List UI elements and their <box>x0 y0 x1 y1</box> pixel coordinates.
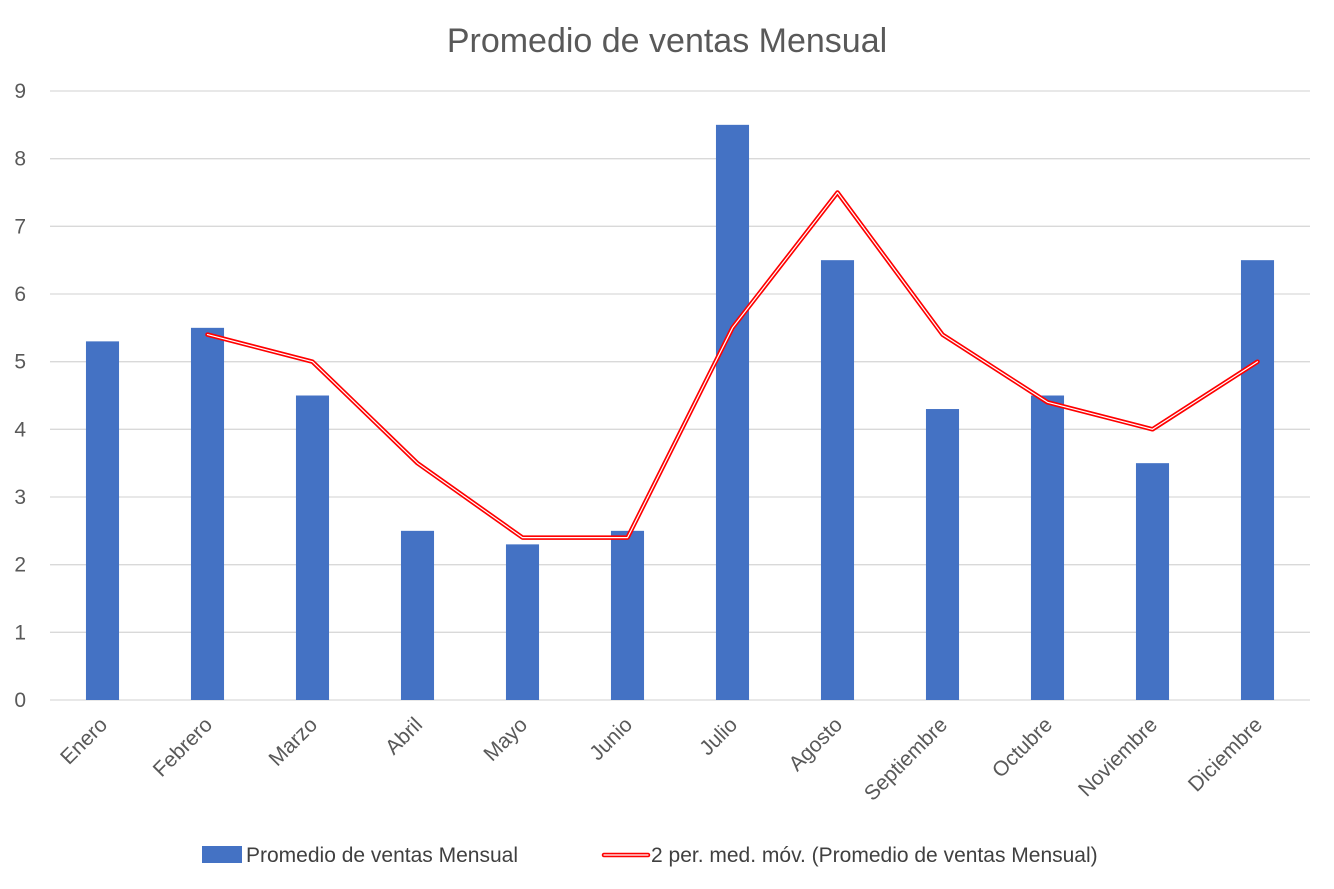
bar <box>1030 395 1065 700</box>
bar <box>1135 463 1170 700</box>
y-axis-ticks: 0 1 2 3 4 5 6 7 8 9 <box>14 80 26 712</box>
x-tick-label: Diciembre <box>1184 713 1267 796</box>
y-tick-label: 9 <box>14 80 26 103</box>
chart-title: Promedio de ventas Mensual <box>447 22 887 60</box>
bar <box>1240 260 1275 700</box>
legend-label-bars: Promedio de ventas Mensual <box>246 844 518 867</box>
bar <box>715 124 750 701</box>
bar-series <box>85 124 1275 701</box>
x-axis-ticks: Enero Febrero Marzo Abril Mayo Junio Julio Agos… <box>56 713 1267 805</box>
y-tick-label: 8 <box>14 148 26 171</box>
bar <box>610 530 645 700</box>
y-tick-label: 6 <box>14 283 26 306</box>
y-tick-label: 4 <box>14 418 26 441</box>
bar <box>925 409 960 700</box>
legend: Promedio de ventas Mensual 2 per. med. m… <box>202 844 1098 867</box>
bar <box>820 260 855 700</box>
x-tick-label: Agosto <box>785 713 848 776</box>
x-tick-label: Mayo <box>479 713 532 766</box>
y-tick-label: 5 <box>14 351 26 374</box>
bar <box>190 327 225 700</box>
y-tick-label: 3 <box>14 486 26 509</box>
y-tick-label: 1 <box>14 621 26 644</box>
y-tick-label: 2 <box>14 554 26 577</box>
line-series <box>205 190 1260 540</box>
bar <box>85 341 120 700</box>
gridlines <box>50 90 1310 701</box>
y-tick-label: 7 <box>14 215 26 238</box>
x-tick-label: Junio <box>585 713 637 765</box>
moving-average-line-highlight <box>206 191 1259 539</box>
x-tick-label: Septiembre <box>860 713 952 805</box>
x-tick-label: Febrero <box>149 713 217 781</box>
legend-label-line: 2 per. med. móv. (Promedio de ventas Men… <box>651 844 1098 867</box>
x-tick-label: Abril <box>381 713 427 759</box>
legend-swatch-bars <box>202 846 242 863</box>
bar <box>295 395 330 700</box>
x-tick-label: Noviembre <box>1074 713 1162 801</box>
y-tick-label: 0 <box>14 689 26 712</box>
bar <box>505 544 540 700</box>
x-tick-label: Marzo <box>265 713 323 771</box>
x-tick-label: Octubre <box>988 713 1057 782</box>
x-tick-label: Julio <box>695 713 742 760</box>
bar <box>400 530 435 700</box>
x-tick-label: Enero <box>56 713 112 769</box>
